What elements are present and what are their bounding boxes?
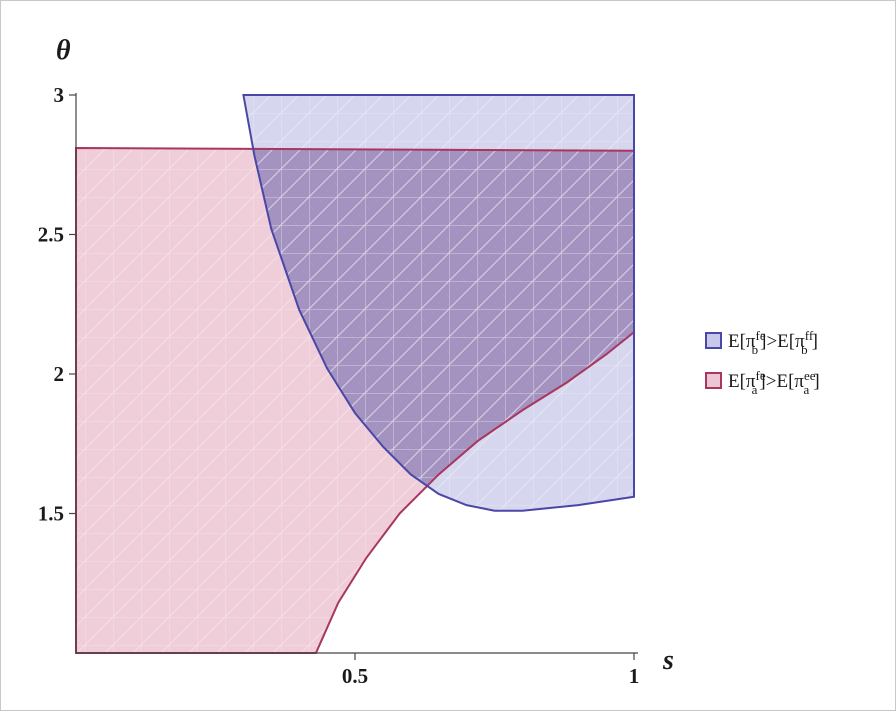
y-tick-label: 3 — [54, 83, 65, 107]
x-tick-label: 1 — [629, 664, 640, 688]
legend-entry-label: E[πfe b]>E[πff b] — [728, 328, 818, 357]
region-a-boundary — [75, 147, 635, 654]
x-tick-label: 0.5 — [342, 664, 368, 688]
legend-swatch — [705, 372, 722, 389]
x-axis-label: s — [662, 645, 674, 676]
region-b-mesh — [243, 95, 634, 511]
region-b-boundary — [242, 94, 635, 512]
legend-swatch — [705, 332, 722, 349]
axes-layer: 0.5 1 1.5 2 2.5 3 s θ — [38, 35, 674, 688]
legend: E[πfe b]>E[πff b] E[πfe a]>E[πee a] — [705, 328, 820, 397]
y-tick-label: 2 — [54, 362, 65, 386]
y-tick-label: 2.5 — [38, 223, 64, 247]
y-tick-label: 1.5 — [38, 502, 64, 526]
legend-entry-label: E[πfe a]>E[πee a] — [728, 368, 820, 397]
y-axis-label: θ — [56, 35, 71, 66]
regions-layer — [75, 94, 635, 654]
